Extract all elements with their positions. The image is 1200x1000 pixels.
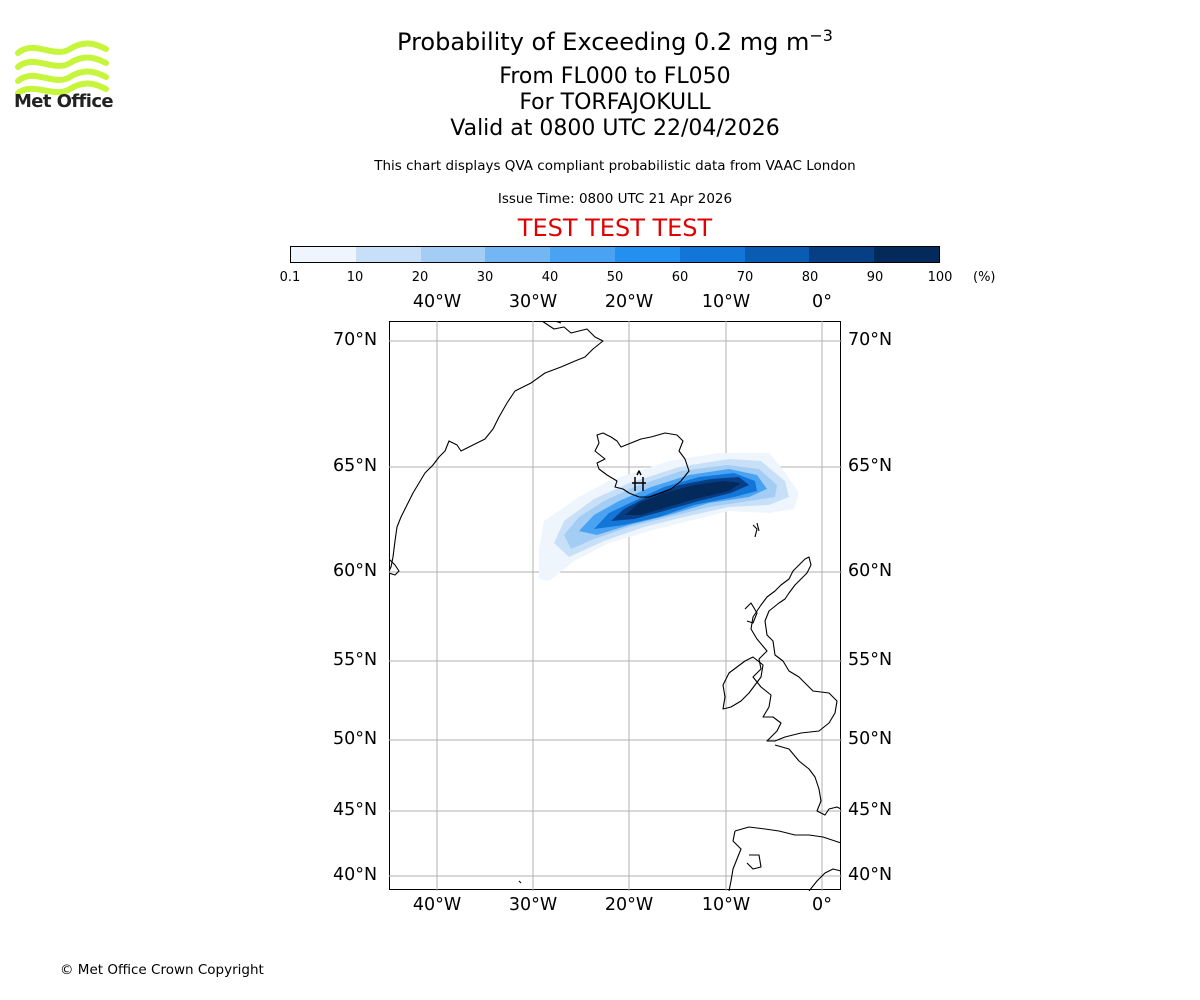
probability-colorbar (290, 246, 940, 263)
colorbar-segment (485, 247, 551, 262)
colorbar-segment (809, 247, 875, 262)
colorbar-segment (355, 247, 421, 262)
longitude-label: 10°W (701, 895, 751, 915)
issue-time: Issue Time: 0800 UTC 21 Apr 2026 (497, 191, 733, 207)
latitude-label: 40°N (848, 865, 893, 885)
longitude-label: 30°W (508, 895, 558, 915)
latitude-label: 45°N (848, 800, 893, 820)
colorbar-segment (874, 247, 939, 262)
longitude-label: 40°W (412, 895, 462, 915)
latitude-label: 45°N (333, 800, 378, 820)
colorbar-tick-label: 50 (606, 270, 624, 285)
test-banner: TEST TEST TEST (517, 214, 713, 242)
colorbar-tick-label: 70 (736, 270, 754, 285)
latitude-label: 40°N (333, 865, 378, 885)
flight-level-range: From FL000 to FL050 (499, 64, 731, 89)
ash-probability-plume (539, 453, 799, 581)
latitude-label: 60°N (333, 561, 378, 581)
colorbar-tick-label: 0.1 (279, 270, 301, 285)
colorbar-segment (679, 247, 745, 262)
latitude-label: 65°N (848, 456, 893, 476)
colorbar-tick-label: 80 (801, 270, 819, 285)
chart-title: Probability of Exceeding 0.2 mg m−3 (397, 26, 833, 56)
colorbar-tick-label: 90 (866, 270, 884, 285)
coastlines (389, 321, 842, 891)
latitude-label: 55°N (848, 650, 893, 670)
colorbar-unit: (%) (973, 270, 996, 285)
colorbar-tick-label: 30 (476, 270, 494, 285)
map-gridlines (389, 321, 842, 891)
colorbar-tick-label: 10 (346, 270, 364, 285)
valid-time: Valid at 0800 UTC 22/04/2026 (450, 116, 780, 141)
longitude-label: 20°W (604, 895, 654, 915)
copyright-notice: © Met Office Crown Copyright (60, 962, 264, 978)
colorbar-tick-label: 20 (411, 270, 429, 285)
met-office-logo-text: Met Office (14, 91, 114, 112)
latitude-label: 70°N (333, 330, 378, 350)
latitude-label: 55°N (333, 650, 378, 670)
colorbar-segment (744, 247, 810, 262)
longitude-label: 10°W (701, 292, 751, 312)
colorbar-tick-label: 40 (541, 270, 559, 285)
longitude-label: 20°W (604, 292, 654, 312)
latitude-label: 50°N (333, 729, 378, 749)
colorbar-segment (550, 247, 615, 262)
colorbar-tick-label: 60 (671, 270, 689, 285)
longitude-label: 0° (812, 292, 832, 312)
volcano-name: For TORFAJOKULL (519, 90, 711, 115)
met-office-logo (15, 40, 109, 96)
colorbar-segment (614, 247, 680, 262)
map-panel (389, 321, 842, 891)
latitude-label: 70°N (848, 330, 893, 350)
latitude-label: 50°N (848, 729, 893, 749)
colorbar-segment (291, 247, 356, 262)
longitude-label: 0° (812, 895, 832, 915)
disclaimer-text: This chart displays QVA compliant probab… (374, 158, 856, 174)
longitude-label: 30°W (508, 292, 558, 312)
latitude-label: 60°N (848, 561, 893, 581)
colorbar-segment (420, 247, 486, 262)
longitude-label: 40°W (412, 292, 462, 312)
latitude-label: 65°N (333, 456, 378, 476)
colorbar-tick-label: 100 (927, 270, 953, 285)
